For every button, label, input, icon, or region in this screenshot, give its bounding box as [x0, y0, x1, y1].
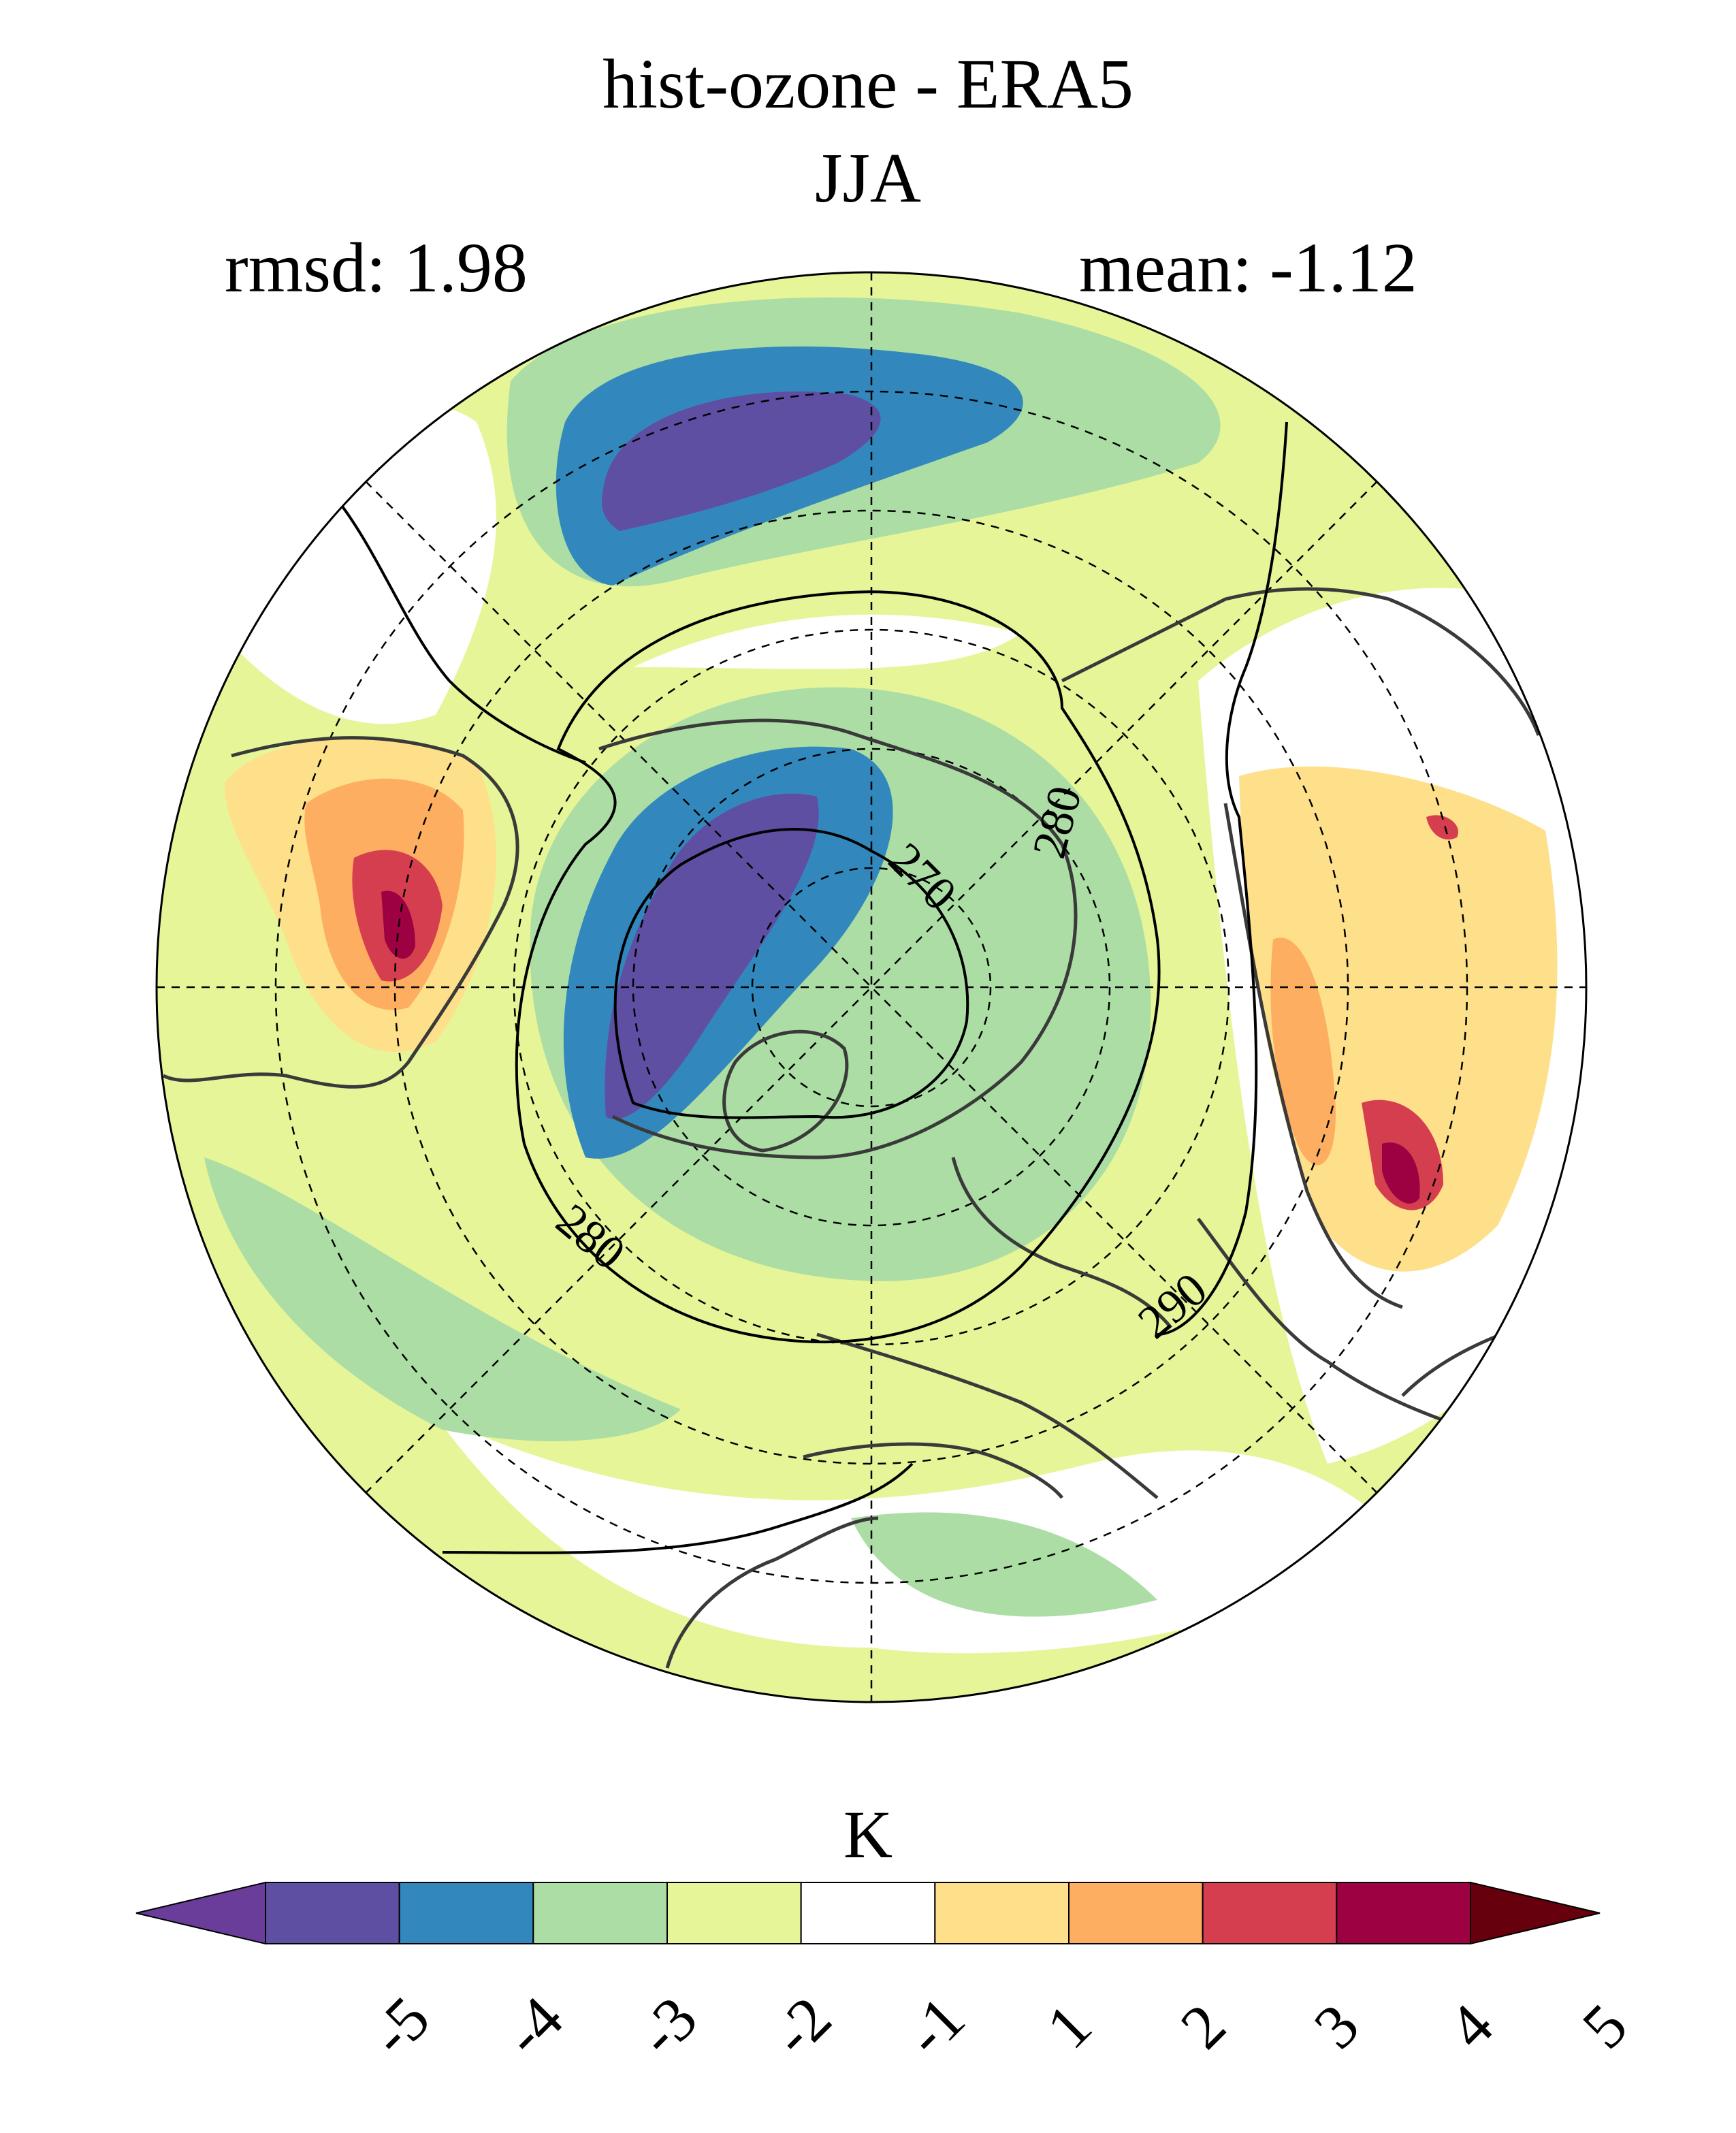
coastline: [803, 1442, 1064, 1499]
colorbar-box: [1336, 1882, 1472, 1944]
latitude-circle: [751, 867, 992, 1108]
anomaly-band-minus2: [851, 1512, 1157, 1617]
colorbar-box: [666, 1882, 802, 1944]
coastline: [598, 718, 1078, 1159]
near-zero-area: [633, 614, 1021, 669]
colorbar-box: [265, 1882, 400, 1944]
colorbar-extend-high: [1470, 1881, 1601, 1945]
graticule: [157, 272, 1586, 1702]
coastline: [722, 1029, 849, 1153]
contour-290: [442, 1462, 914, 1554]
rmsd-label: rmsd: 1.98: [225, 229, 528, 307]
colorbar-box: [800, 1882, 936, 1944]
mean-label: mean: -1.12: [1079, 229, 1417, 307]
polar-map: 270 280 280 290: [155, 271, 1588, 1703]
anomaly-band-plus3: [1426, 815, 1458, 840]
colorbar-box: [1068, 1882, 1204, 1944]
colorbar-box: [398, 1882, 534, 1944]
anomaly-band-minus4: [602, 391, 881, 531]
climatology-contours: [339, 421, 1288, 1554]
map-title: hist-ozone - ERA5: [602, 45, 1134, 123]
season-subtitle: JJA: [814, 139, 922, 217]
coastline: [1196, 1217, 1471, 1432]
colorbar-box: [1202, 1882, 1338, 1944]
colorbar-box: [532, 1882, 668, 1944]
anomaly-band-minus2: [204, 1157, 681, 1441]
latitude-circle: [513, 628, 1230, 1346]
colorbar-unit: K: [843, 1797, 893, 1872]
anomaly-band-plus4: [1382, 1142, 1420, 1204]
contour-290: [339, 502, 586, 764]
coastlines: [162, 587, 1581, 1669]
anomaly-band-minus4: [605, 793, 819, 1119]
map-boundary: [155, 271, 1588, 1703]
latitude-circle: [632, 748, 1111, 1227]
contour-270: [613, 828, 969, 1119]
anomaly-band-plus2: [1270, 937, 1336, 1166]
coastline: [1223, 803, 1403, 1309]
coastline: [162, 736, 519, 1089]
coastline: [665, 1516, 879, 1669]
coastline: [1061, 587, 1541, 736]
contour-290: [1157, 421, 1288, 1336]
contour-280: [515, 590, 1161, 1344]
coastline: [951, 1157, 1172, 1329]
colorbar-box: [934, 1882, 1070, 1944]
coastline: [816, 1332, 1159, 1499]
colorbar-extend-low: [135, 1881, 266, 1945]
